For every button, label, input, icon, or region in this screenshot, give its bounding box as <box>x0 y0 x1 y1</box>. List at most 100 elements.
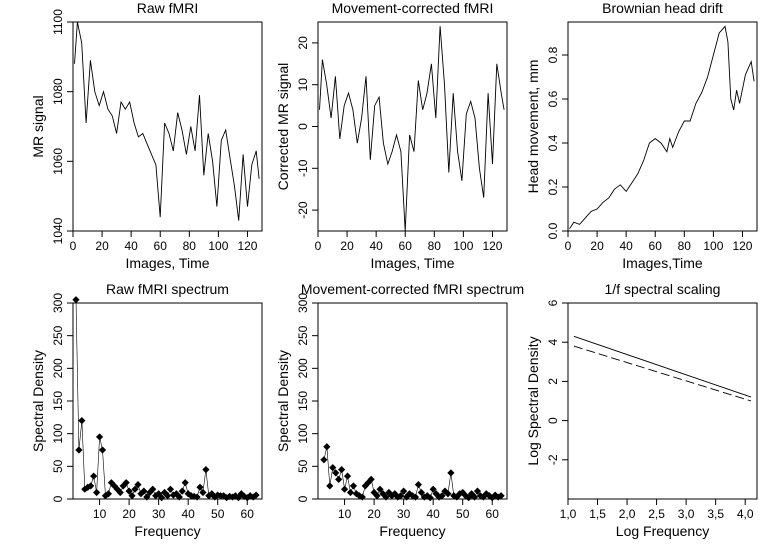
data-point <box>98 446 107 454</box>
x-tick-label: 2,0 <box>619 507 636 521</box>
x-tick-label: 120 <box>237 239 257 253</box>
data-point <box>382 493 390 501</box>
data-point <box>376 485 384 493</box>
data-point <box>438 492 446 500</box>
y-tick-label: 20 <box>296 36 310 50</box>
data-point <box>93 488 101 497</box>
y-tick-label: 50 <box>51 459 65 473</box>
data-point <box>411 493 420 501</box>
data-point <box>137 490 145 498</box>
data-point <box>166 485 175 493</box>
y-tick-label: -2 <box>546 454 560 465</box>
x-tick-label: 1,5 <box>589 507 606 521</box>
x-tick-label: 0 <box>70 239 77 253</box>
series-line <box>75 299 257 499</box>
y-axis-label: Spectral Density <box>275 350 291 452</box>
x-tick-label: 1,0 <box>560 507 577 521</box>
x-axis-label: Frequency <box>134 523 200 539</box>
plot-frame <box>72 21 263 232</box>
data-point <box>113 485 121 493</box>
y-axis-label: Head movement, mm <box>525 60 541 194</box>
y-tick-label: 200 <box>296 358 310 378</box>
y-tick-label: -20 <box>296 201 310 219</box>
y-tick-label: 200 <box>51 358 65 378</box>
y-tick-label: 0.2 <box>546 178 560 195</box>
x-tick-label: 10 <box>338 507 352 521</box>
data-point <box>90 472 98 480</box>
data-point <box>323 443 331 451</box>
data-point <box>497 492 505 500</box>
data-point <box>234 494 242 502</box>
data-point <box>252 491 260 499</box>
chart-title: Movement-corrected fMRI <box>332 0 494 16</box>
data-point <box>447 469 455 477</box>
data-point <box>78 417 86 425</box>
x-tick-label: 20 <box>367 507 381 521</box>
plot-frame <box>317 21 508 232</box>
y-tick-label: 2 <box>546 378 560 385</box>
x-axis-label: Log Frequency <box>616 523 709 539</box>
x-axis-label: Frequency <box>379 523 445 539</box>
x-tick-label: 3,0 <box>678 507 695 521</box>
data-point <box>338 466 346 474</box>
x-tick-label: 80 <box>678 239 692 253</box>
chart-title: Brownian head drift <box>602 0 723 16</box>
data-point <box>358 493 366 501</box>
y-tick-label: 0.6 <box>546 90 560 107</box>
x-tick-label: 40 <box>369 239 383 253</box>
data-point <box>400 487 408 495</box>
x-axis-label: Images,Time <box>622 255 703 271</box>
data-point <box>75 446 83 454</box>
y-tick-label: 4 <box>546 339 560 346</box>
x-tick-label: 50 <box>211 507 225 521</box>
chart-title: Raw fMRI spectrum <box>106 281 229 297</box>
data-point <box>211 493 219 501</box>
x-tick-label: 100 <box>453 239 473 253</box>
data-point <box>326 482 334 490</box>
y-tick-label: 250 <box>296 325 310 345</box>
panel-brownian_drift: Brownian head drift 0 20 40 60 80 100 120 0.0 0.2… <box>525 0 758 271</box>
data-point <box>332 469 340 477</box>
plot-frame <box>72 302 263 500</box>
x-tick-label: 10 <box>93 507 107 521</box>
data-point <box>320 456 328 464</box>
y-tick-label: 100 <box>51 423 65 443</box>
panel-raw_spectrum: Raw fMRI spectrum 10 20 30 40 50 60 0 50 100 150 20… <box>30 281 263 539</box>
x-tick-label: 50 <box>456 507 470 521</box>
y-tick-label: 1060 <box>51 148 65 175</box>
data-point <box>140 487 148 495</box>
data-point <box>222 494 231 502</box>
data-point <box>143 493 151 501</box>
x-tick-label: 40 <box>124 239 138 253</box>
x-tick-label: 100 <box>208 239 228 253</box>
y-tick-label: 1040 <box>51 217 65 244</box>
y-tick-label: 0 <box>296 123 310 130</box>
y-tick-label: 1080 <box>51 78 65 105</box>
data-point <box>81 485 89 493</box>
x-tick-label: 0 <box>315 239 322 253</box>
x-tick-label: 60 <box>486 507 500 521</box>
data-point <box>349 482 358 490</box>
data-point <box>346 488 355 497</box>
data-point <box>367 475 375 483</box>
data-point <box>175 493 183 501</box>
data-point <box>72 296 80 304</box>
data-point <box>243 494 251 502</box>
data-point <box>125 487 133 495</box>
data-point <box>119 482 127 490</box>
y-tick-label: 0 <box>296 495 310 502</box>
series-line <box>74 21 260 221</box>
y-tick-label: 150 <box>296 391 310 411</box>
series-line <box>569 25 755 230</box>
y-tick-label: -10 <box>296 159 310 177</box>
plot-frame <box>567 21 758 232</box>
series-line <box>573 345 752 402</box>
x-tick-label: 20 <box>590 239 604 253</box>
x-tick-label: 120 <box>482 239 502 253</box>
x-tick-label: 60 <box>154 239 168 253</box>
data-point <box>107 479 115 487</box>
x-tick-label: 30 <box>397 507 411 521</box>
panel-corrected_spectrum: Movement-corrected fMRI spectrum 10 20 30 40… <box>275 281 524 539</box>
x-tick-label: 60 <box>649 239 663 253</box>
